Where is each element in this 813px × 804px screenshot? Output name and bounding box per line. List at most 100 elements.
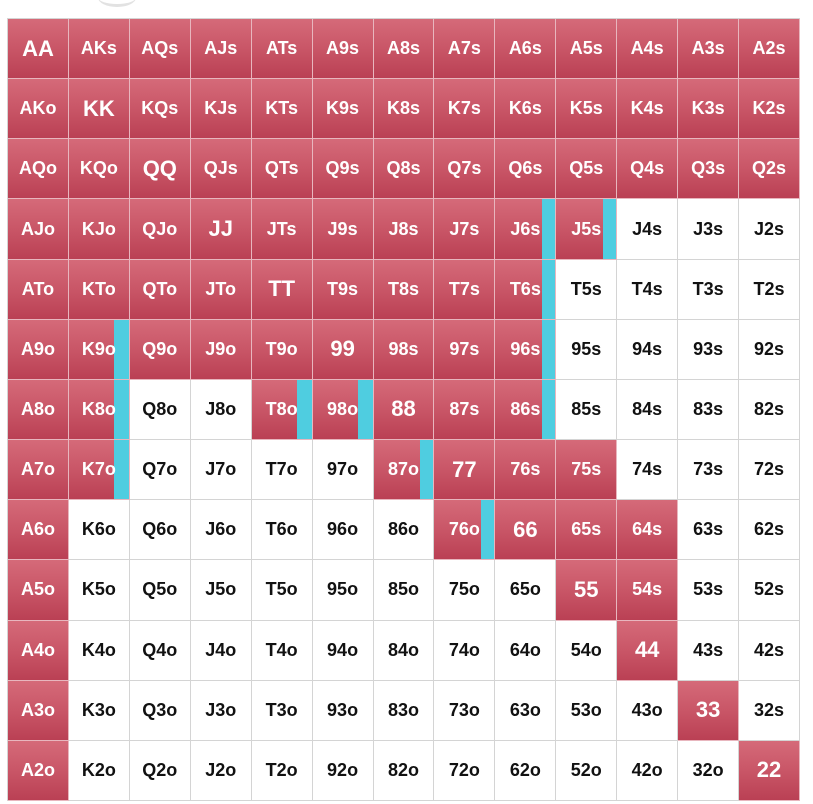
- hand-cell-75s[interactable]: 75s: [556, 440, 618, 501]
- hand-cell-q7o[interactable]: Q7o: [129, 440, 191, 501]
- hand-cell-76s[interactable]: 76s: [495, 440, 557, 501]
- hand-cell-kto[interactable]: KTo: [68, 259, 130, 320]
- hand-cell-73o[interactable]: 73o: [434, 680, 496, 741]
- hand-cell-k5s[interactable]: K5s: [556, 79, 618, 140]
- hand-cell-83s[interactable]: 83s: [678, 379, 740, 441]
- hand-cell-ato[interactable]: ATo: [8, 259, 69, 320]
- hand-cell-ats[interactable]: ATs: [251, 19, 313, 80]
- hand-cell-a5s[interactable]: A5s: [556, 19, 618, 80]
- hand-cell-kjs[interactable]: KJs: [190, 79, 252, 140]
- hand-cell-q6o[interactable]: Q6o: [129, 500, 191, 561]
- hand-cell-q5s[interactable]: Q5s: [556, 139, 618, 200]
- hand-cell-33[interactable]: 33: [678, 680, 740, 741]
- hand-cell-aqo[interactable]: AQo: [8, 139, 69, 200]
- hand-cell-77[interactable]: 77: [434, 440, 496, 501]
- hand-cell-87s[interactable]: 87s: [434, 379, 496, 441]
- hand-cell-97o[interactable]: 97o: [312, 440, 374, 501]
- hand-cell-88[interactable]: 88: [373, 379, 435, 441]
- hand-cell-t7o[interactable]: T7o: [251, 440, 313, 501]
- hand-cell-44[interactable]: 44: [617, 620, 679, 681]
- hand-cell-t8o[interactable]: T8o: [251, 379, 313, 441]
- hand-cell-t6s[interactable]: T6s: [495, 259, 557, 320]
- hand-cell-82s[interactable]: 82s: [739, 379, 800, 441]
- hand-cell-86o[interactable]: 86o: [373, 500, 435, 561]
- hand-cell-65o[interactable]: 65o: [495, 560, 557, 621]
- hand-cell-74o[interactable]: 74o: [434, 620, 496, 681]
- hand-cell-63s[interactable]: 63s: [678, 500, 740, 561]
- hand-cell-96o[interactable]: 96o: [312, 500, 374, 561]
- hand-cell-k5o[interactable]: K5o: [68, 560, 130, 621]
- hand-cell-t5s[interactable]: T5s: [556, 259, 618, 320]
- hand-cell-kjo[interactable]: KJo: [68, 199, 130, 260]
- hand-cell-72s[interactable]: 72s: [739, 440, 800, 501]
- hand-cell-qto[interactable]: QTo: [129, 259, 191, 320]
- hand-cell-qq[interactable]: QQ: [129, 139, 191, 200]
- hand-cell-j4s[interactable]: J4s: [617, 199, 679, 260]
- hand-cell-a3o[interactable]: A3o: [8, 680, 69, 741]
- hand-cell-84s[interactable]: 84s: [617, 379, 679, 441]
- hand-cell-j5s[interactable]: J5s: [556, 199, 618, 260]
- hand-cell-98o[interactable]: 98o: [312, 379, 374, 441]
- hand-cell-q5o[interactable]: Q5o: [129, 560, 191, 621]
- hand-cell-t3o[interactable]: T3o: [251, 680, 313, 741]
- hand-cell-98s[interactable]: 98s: [373, 319, 435, 380]
- hand-cell-65s[interactable]: 65s: [556, 500, 618, 561]
- hand-cell-t8s[interactable]: T8s: [373, 259, 435, 320]
- hand-cell-k9s[interactable]: K9s: [312, 79, 374, 140]
- hand-cell-64s[interactable]: 64s: [617, 500, 679, 561]
- hand-cell-92s[interactable]: 92s: [739, 319, 800, 380]
- hand-cell-aa[interactable]: AA: [8, 19, 69, 80]
- hand-cell-jts[interactable]: JTs: [251, 199, 313, 260]
- hand-cell-j2o[interactable]: J2o: [190, 740, 252, 801]
- hand-cell-62o[interactable]: 62o: [495, 740, 557, 801]
- hand-cell-j6s[interactable]: J6s: [495, 199, 557, 260]
- hand-cell-ajs[interactable]: AJs: [190, 19, 252, 80]
- hand-cell-kk[interactable]: KK: [68, 79, 130, 140]
- hand-cell-a8o[interactable]: A8o: [8, 379, 69, 441]
- hand-cell-a7s[interactable]: A7s: [434, 19, 496, 80]
- hand-cell-k2o[interactable]: K2o: [68, 740, 130, 801]
- hand-cell-a8s[interactable]: A8s: [373, 19, 435, 80]
- hand-cell-t3s[interactable]: T3s: [678, 259, 740, 320]
- hand-cell-jj[interactable]: JJ: [190, 199, 252, 260]
- hand-cell-95o[interactable]: 95o: [312, 560, 374, 621]
- hand-cell-k7o[interactable]: K7o: [68, 440, 130, 501]
- hand-cell-32s[interactable]: 32s: [739, 680, 800, 741]
- hand-cell-a6o[interactable]: A6o: [8, 500, 69, 561]
- hand-cell-t4o[interactable]: T4o: [251, 620, 313, 681]
- hand-cell-73s[interactable]: 73s: [678, 440, 740, 501]
- hand-cell-t4s[interactable]: T4s: [617, 259, 679, 320]
- hand-cell-q9s[interactable]: Q9s: [312, 139, 374, 200]
- hand-cell-j9s[interactable]: J9s: [312, 199, 374, 260]
- hand-cell-54s[interactable]: 54s: [617, 560, 679, 621]
- hand-cell-93o[interactable]: 93o: [312, 680, 374, 741]
- hand-cell-a9o[interactable]: A9o: [8, 319, 69, 380]
- hand-cell-76o[interactable]: 76o: [434, 500, 496, 561]
- hand-cell-k8o[interactable]: K8o: [68, 379, 130, 441]
- hand-cell-k8s[interactable]: K8s: [373, 79, 435, 140]
- hand-cell-t9o[interactable]: T9o: [251, 319, 313, 380]
- hand-cell-kts[interactable]: KTs: [251, 79, 313, 140]
- hand-cell-j3o[interactable]: J3o: [190, 680, 252, 741]
- hand-cell-q2s[interactable]: Q2s: [739, 139, 800, 200]
- hand-cell-ajo[interactable]: AJo: [8, 199, 69, 260]
- hand-cell-a2o[interactable]: A2o: [8, 740, 69, 801]
- hand-cell-q8o[interactable]: Q8o: [129, 379, 191, 441]
- hand-cell-qts[interactable]: QTs: [251, 139, 313, 200]
- hand-cell-k3s[interactable]: K3s: [678, 79, 740, 140]
- hand-cell-52s[interactable]: 52s: [739, 560, 800, 621]
- hand-cell-85s[interactable]: 85s: [556, 379, 618, 441]
- hand-cell-83o[interactable]: 83o: [373, 680, 435, 741]
- hand-cell-53o[interactable]: 53o: [556, 680, 618, 741]
- hand-cell-a3s[interactable]: A3s: [678, 19, 740, 80]
- hand-cell-q8s[interactable]: Q8s: [373, 139, 435, 200]
- hand-cell-t5o[interactable]: T5o: [251, 560, 313, 621]
- hand-cell-a5o[interactable]: A5o: [8, 560, 69, 621]
- hand-cell-t6o[interactable]: T6o: [251, 500, 313, 561]
- hand-cell-72o[interactable]: 72o: [434, 740, 496, 801]
- hand-cell-87o[interactable]: 87o: [373, 440, 435, 501]
- hand-cell-32o[interactable]: 32o: [678, 740, 740, 801]
- hand-cell-93s[interactable]: 93s: [678, 319, 740, 380]
- hand-cell-a2s[interactable]: A2s: [739, 19, 800, 80]
- hand-cell-q6s[interactable]: Q6s: [495, 139, 557, 200]
